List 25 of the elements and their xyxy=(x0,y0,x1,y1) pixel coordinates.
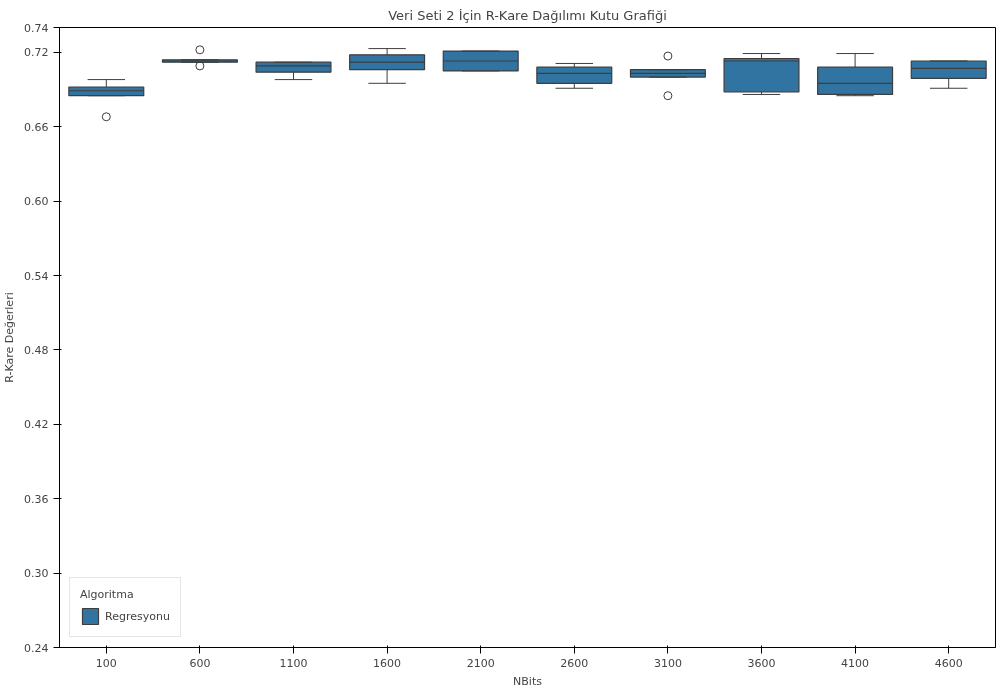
x-tick-label: 3600 xyxy=(747,656,776,670)
legend-label: Regresyonu xyxy=(105,609,170,623)
y-tick-label: 0.24 xyxy=(24,641,49,655)
y-tick-label: 0.36 xyxy=(24,492,49,506)
x-tick-label: 1600 xyxy=(373,656,402,670)
y-tick-label: 0.66 xyxy=(24,120,49,134)
y-axis-title: R-Kare Değerleri xyxy=(3,292,17,383)
x-axis-title: NBits xyxy=(513,674,543,688)
y-tick-label: 0.74 xyxy=(24,21,49,35)
y-tick-label: 0.42 xyxy=(24,418,49,432)
y-tick-label: 0.48 xyxy=(24,343,49,357)
x-tick-label: 2600 xyxy=(560,656,589,670)
y-tick-label: 0.54 xyxy=(24,269,49,283)
y-tick-label: 0.30 xyxy=(24,567,49,581)
x-tick-label: 100 xyxy=(95,656,117,670)
x-tick-label: 1100 xyxy=(279,656,308,670)
x-tick-label: 4100 xyxy=(841,656,870,670)
x-tick-label: 3100 xyxy=(653,656,682,670)
x-tick-label: 4600 xyxy=(934,656,963,670)
chart-title: Veri Seti 2 İçin R-Kare Dağılımı Kutu Grafiği xyxy=(388,7,667,23)
x-tick-label: 2100 xyxy=(466,656,495,670)
legend-title: Algoritma xyxy=(80,588,135,601)
y-tick-label: 0.60 xyxy=(24,195,49,209)
y-tick-label: 0.72 xyxy=(24,46,49,60)
x-tick-label: 600 xyxy=(189,656,211,670)
